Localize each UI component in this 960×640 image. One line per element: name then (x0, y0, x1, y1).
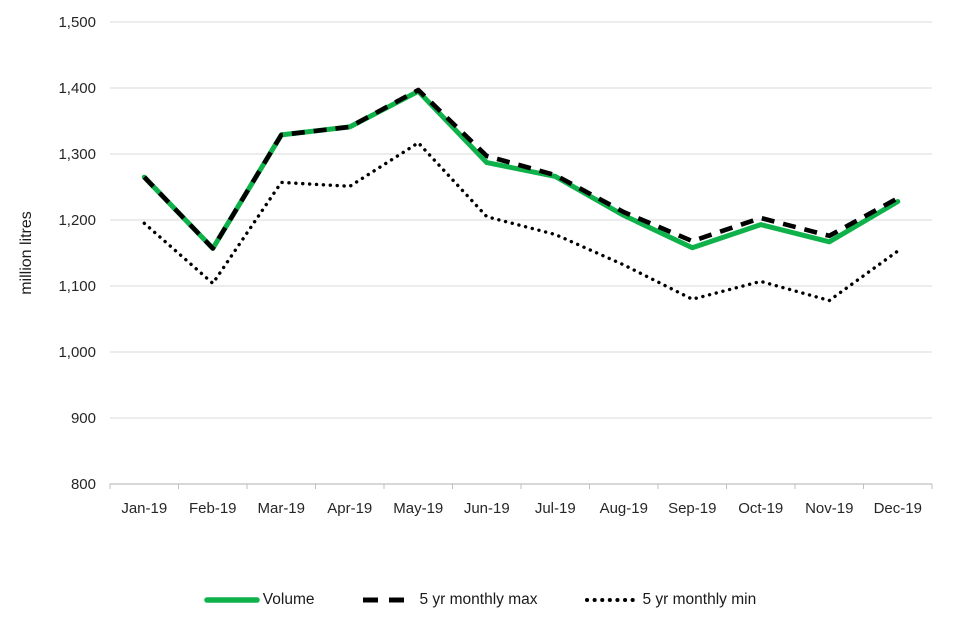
x-tick-label: Apr-19 (327, 500, 372, 517)
legend: Volume 5 yr monthly max 5 yr monthly min (0, 591, 960, 609)
y-tick-label: 1,000 (58, 344, 96, 361)
y-tick-label: 1,100 (58, 278, 96, 295)
min-line-swatch (584, 594, 640, 606)
x-tick-label: Nov-19 (805, 500, 853, 517)
legend-label-5yr-monthly-max: 5 yr monthly max (419, 591, 538, 608)
legend-label-5yr-monthly-min: 5 yr monthly min (642, 591, 757, 608)
y-tick-label: 1,500 (58, 14, 96, 31)
x-tick-label: Jun-19 (464, 500, 510, 517)
max-line-swatch (360, 594, 416, 606)
x-tick-label: May-19 (393, 500, 443, 517)
x-tick-label: Sep-19 (668, 500, 716, 517)
legend-item-5yr-monthly-min: 5 yr monthly min (584, 591, 757, 609)
series-5-yr-monthly-max-line (142, 87, 899, 251)
y-tick-label: 1,400 (58, 80, 96, 97)
x-tick-label: Aug-19 (600, 500, 648, 517)
volume-line-swatch (204, 594, 260, 606)
y-tick-label: 1,300 (58, 146, 96, 163)
x-tick-label: Mar-19 (257, 500, 305, 517)
x-tick-label: Oct-19 (738, 500, 783, 517)
x-tick-label: Jan-19 (121, 500, 167, 517)
legend-item-5yr-monthly-max: 5 yr monthly max (360, 591, 538, 609)
x-tick-label: Feb-19 (189, 500, 237, 517)
y-tick-label: 800 (71, 476, 96, 493)
y-axis-title: million litres (18, 211, 35, 295)
y-tick-label: 1,200 (58, 212, 96, 229)
legend-label-volume: Volume (262, 591, 315, 608)
x-tick-label: Jul-19 (535, 500, 576, 517)
series-5-yr-monthly-min-line (142, 141, 900, 303)
x-tick-label: Dec-19 (874, 500, 922, 517)
legend-item-volume: Volume (204, 591, 315, 609)
y-tick-label: 900 (71, 410, 96, 427)
